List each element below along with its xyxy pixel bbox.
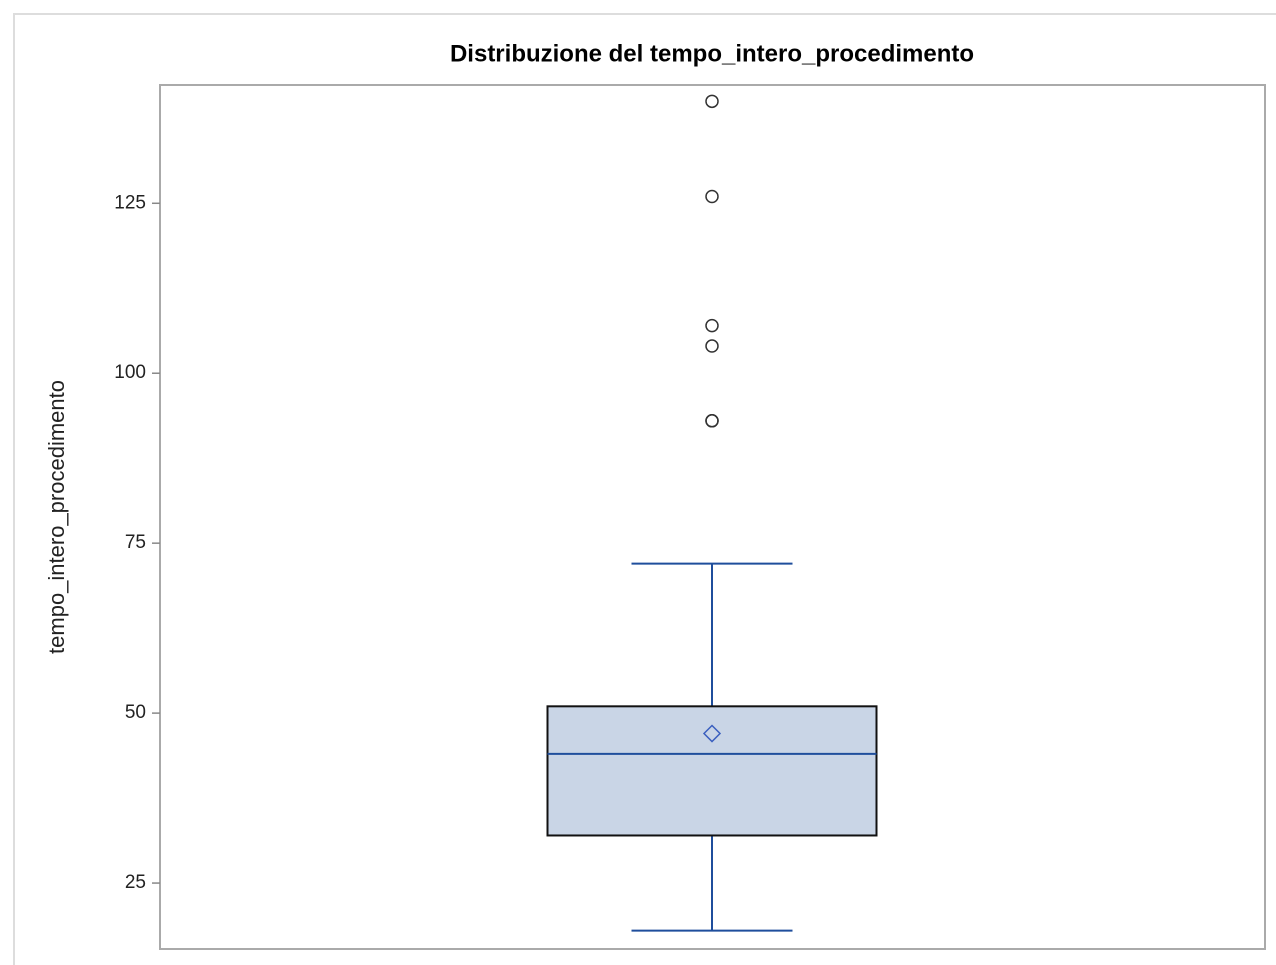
y-tick-label: 75 <box>125 532 146 553</box>
outlier <box>705 318 719 333</box>
outlier <box>705 339 719 353</box>
y-tick-label: 50 <box>125 702 146 723</box>
box <box>546 705 878 837</box>
outlier <box>705 94 719 109</box>
outlier <box>705 189 719 204</box>
outer-border <box>13 13 1276 965</box>
chart-title: Distribuzione del tempo_intero_procedime… <box>450 40 974 67</box>
outlier <box>705 414 719 428</box>
y-tick-label: 25 <box>125 872 146 893</box>
y-axis-label: tempo_intero_procedimento <box>44 380 69 654</box>
y-tick-label: 100 <box>114 362 146 383</box>
mean-marker <box>702 724 722 743</box>
plot-frame <box>159 84 1266 950</box>
y-tick-label: 125 <box>114 192 146 213</box>
